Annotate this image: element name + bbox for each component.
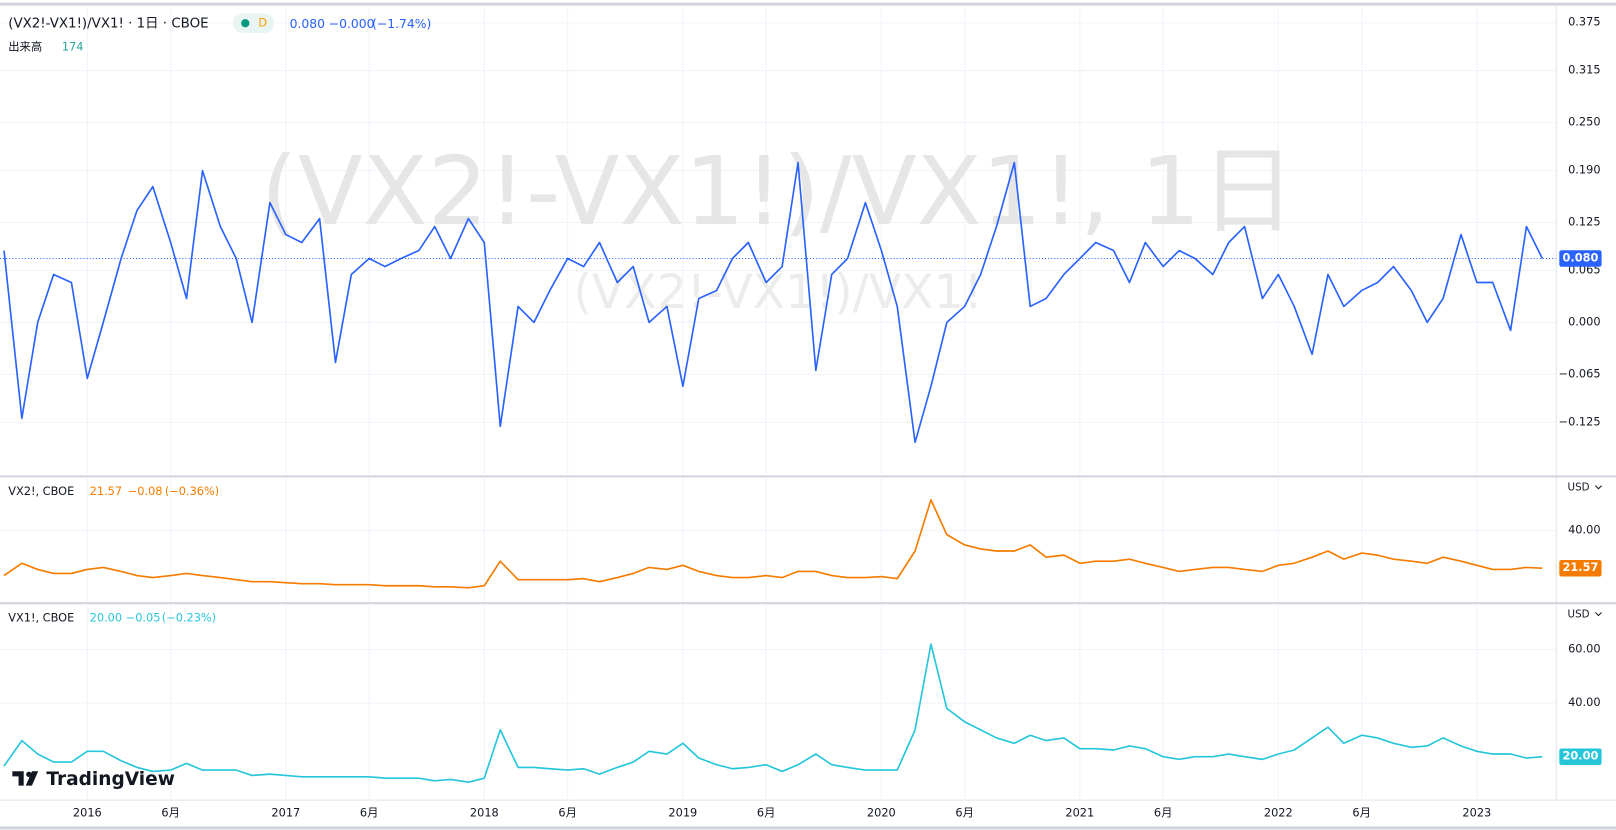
x-tick-label: 2016 [73,806,102,820]
x-tick-label: 2022 [1264,806,1293,820]
x-tick-label: 2021 [1065,806,1094,820]
y-tick-label: 0.315 [1568,63,1600,77]
series-line [3,161,1544,444]
volume-last: 174 [62,39,84,53]
x-tick-label: 6月 [360,806,379,820]
x-tick-label: 2019 [668,806,697,820]
x-tick-label: 2018 [470,806,499,820]
y-tick-label: −0.065 [1559,366,1601,380]
price-tag [1559,559,1602,577]
interval-badge: D [258,16,267,30]
watermark: (VX2!-VX1!)/VX1!, 1日 [261,137,1295,247]
grid [0,5,1557,800]
legend-change-pct: (−1.74%) [372,17,431,31]
x-tick-label: 6月 [1154,806,1173,820]
y-tick-label: 0.190 [1568,163,1600,177]
x-tick-label: 6月 [757,806,776,820]
currency-label[interactable]: USD [1568,609,1590,621]
legend-title[interactable]: VX1!, CBOE [8,611,74,625]
series-line [3,643,1543,783]
series-layer [0,161,1557,783]
price-tag-label: 21.57 [1563,560,1599,574]
legend-title[interactable]: VX2!, CBOE [8,484,74,498]
legend-change-pct: (−0.36%) [165,484,219,498]
y-tick-label: 0.375 [1568,15,1600,29]
y-tick-label: 40.00 [1568,523,1600,537]
dropdown-caret [1595,612,1602,617]
logo-text: TradingView [46,769,174,790]
x-tick-label: 2023 [1462,806,1491,820]
x-tick-label: 6月 [955,806,974,820]
logo-mark [12,771,39,786]
legend-last: 21.57 [90,484,122,498]
price-tag [1559,748,1602,765]
market-dot [241,19,250,28]
status-pill [232,13,275,33]
y-tick-label: 0.000 [1568,314,1600,328]
logo: TradingView [12,769,175,790]
dropdown-caret [1595,485,1602,490]
legend-change: −0.000 [329,17,375,31]
y-tick-label: −0.125 [1559,414,1601,428]
legend-change: −0.05 [126,611,161,625]
y-tick-label: 0.250 [1568,115,1600,129]
series-line [3,499,1543,589]
y-tick-label: 60.00 [1568,641,1600,655]
x-tick-label: 6月 [1352,806,1371,820]
symbol-title[interactable]: (VX2!-VX1!)/VX1! · 1日 · CBOE [8,17,208,32]
price-tag-label: 20.00 [1563,749,1599,763]
watermark-sub: (VX2!-VX1!)/VX1! [573,265,982,320]
legend-last: 20.00 [90,611,122,625]
x-tick-label: 2017 [271,806,300,820]
x-tick-label: 6月 [558,806,577,820]
x-tick-label: 6月 [161,806,180,820]
y-tick-label: 40.00 [1568,695,1600,709]
price-tag-label: 0.080 [1563,250,1599,264]
legend-last: 0.080 [290,17,326,31]
legend-change-pct: (−0.23%) [162,611,216,625]
legend-change: −0.08 [128,484,163,498]
volume-label: 出来高 [8,39,42,53]
price-tag [1559,250,1602,267]
x-tick-label: 2020 [867,806,896,820]
currency-label[interactable]: USD [1568,482,1590,494]
y-tick-label: 0.125 [1568,215,1600,229]
logo-dot [26,771,32,778]
